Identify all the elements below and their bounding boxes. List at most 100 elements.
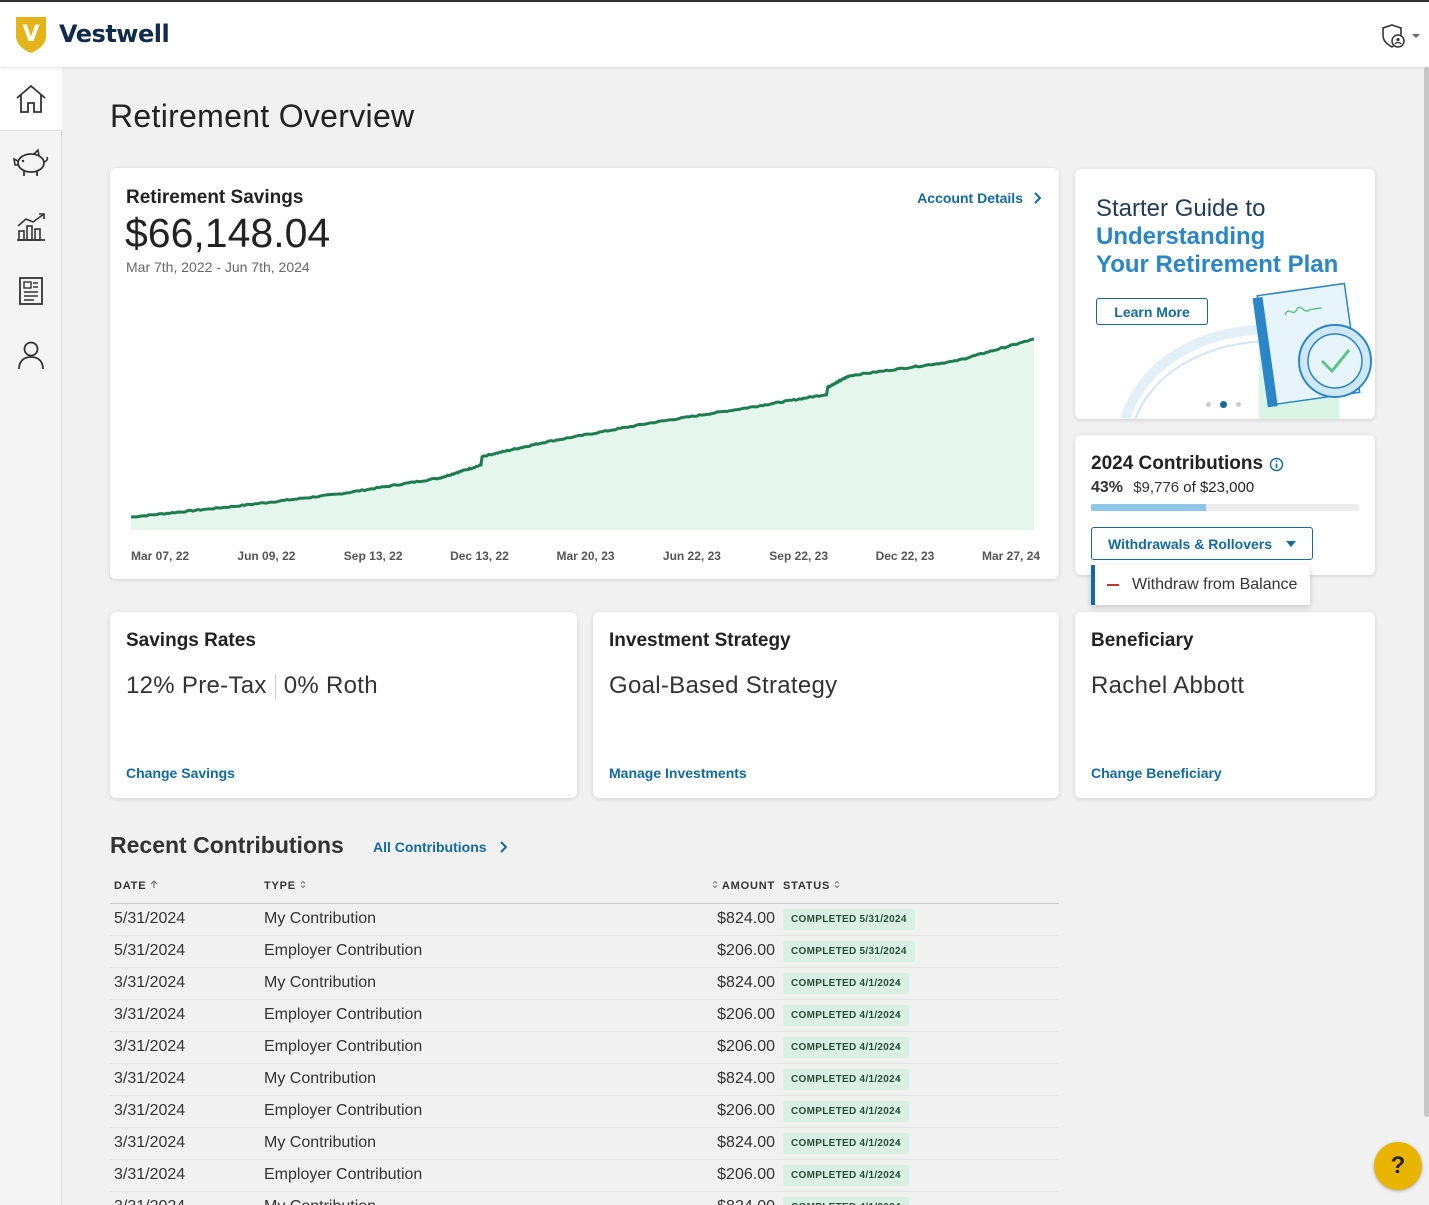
cell-status: COMPLETED 5/31/2024 [783, 909, 915, 930]
header-amount[interactable]: AMOUNT [712, 880, 775, 892]
svg-text:V: V [22, 22, 39, 47]
status-badge: COMPLETED 4/1/2024 [783, 973, 909, 994]
cell-amount: $206.00 [717, 1006, 775, 1023]
info-icon[interactable] [1269, 457, 1284, 472]
status-badge: COMPLETED 4/1/2024 [783, 1101, 909, 1122]
retirement-savings-card: Retirement Savings $66,148.04 Mar 7th, 2… [110, 168, 1059, 579]
status-badge: COMPLETED 4/1/2024 [783, 1197, 909, 1205]
cell-amount: $824.00 [717, 910, 775, 927]
status-badge: COMPLETED 5/31/2024 [783, 941, 915, 962]
x-tick-label: Dec 13, 22 [450, 549, 509, 563]
nav-profile[interactable] [0, 323, 62, 387]
table-row: 3/31/2024 Employer Contribution $206.00 COM… [110, 1160, 1059, 1192]
brand-name: Vestwell [59, 20, 170, 48]
table-row: 3/31/2024 Employer Contribution $206.00 COM… [110, 1096, 1059, 1128]
change-savings-link[interactable]: Change Savings [126, 765, 235, 781]
table-header: DATE TYPE AMOUNT STATUS [110, 874, 1059, 904]
cell-amount: $824.00 [717, 974, 775, 991]
cell-date: 3/31/2024 [114, 1198, 185, 1205]
chevron-right-icon [499, 841, 507, 853]
sort-icon [300, 880, 306, 889]
contributions-limit: $23,000 [1199, 479, 1255, 496]
cell-date: 3/31/2024 [114, 1134, 186, 1151]
carousel-dot-active[interactable] [1220, 401, 1227, 408]
investment-value: Goal-Based Strategy [609, 672, 838, 699]
learn-more-button[interactable]: Learn More [1096, 298, 1208, 325]
withdraw-from-balance-option[interactable]: Withdraw from Balance [1091, 565, 1310, 605]
main-content: Retirement Overview Retirement Savings $… [62, 67, 1429, 1205]
cell-status: COMPLETED 4/1/2024 [783, 1005, 909, 1026]
status-badge: COMPLETED 4/1/2024 [783, 1165, 909, 1186]
status-badge: COMPLETED 4/1/2024 [783, 1069, 909, 1090]
guide-heading-line3: Your Retirement Plan [1096, 251, 1339, 278]
header-date-label: DATE [114, 880, 147, 892]
contributions-progress-fill [1091, 504, 1207, 511]
cell-status: COMPLETED 4/1/2024 [783, 1165, 909, 1186]
header-date[interactable]: DATE [114, 880, 158, 892]
cell-date: 3/31/2024 [114, 1038, 186, 1055]
investment-title: Investment Strategy [609, 630, 791, 651]
page-scrollbar[interactable] [1424, 67, 1429, 1117]
header-status-label: STATUS [783, 880, 831, 892]
beneficiary-card: Beneficiary Rachel Abbott Change Benefic… [1075, 612, 1375, 798]
nav-home[interactable] [0, 67, 62, 131]
contributions-title: 2024 Contributions [1091, 453, 1264, 474]
cell-type: My Contribution [264, 974, 377, 991]
carousel-dot[interactable] [1236, 402, 1241, 407]
x-tick-label: Mar 20, 23 [557, 549, 615, 563]
sort-icon [834, 880, 840, 889]
sidebar [0, 67, 62, 1205]
chart-series-line [130, 337, 1035, 519]
guide-heading-line1: Starter Guide to [1096, 195, 1266, 222]
status-badge: COMPLETED 4/1/2024 [783, 1037, 909, 1058]
cell-status: COMPLETED 4/1/2024 [783, 1101, 909, 1122]
contributions-summary: 43% $9,776 of $23,000 [1091, 479, 1254, 497]
savings-date-range: Mar 7th, 2022 - Jun 7th, 2024 [126, 259, 310, 275]
savings-rates-card: Savings Rates 12% Pre-Tax 0% Roth Change … [110, 612, 577, 798]
nav-investments[interactable] [0, 195, 62, 259]
logo[interactable]: V Vestwell [14, 14, 170, 54]
user-icon [18, 341, 44, 370]
home-icon [16, 84, 46, 113]
guide-illustration [1120, 282, 1372, 419]
cell-date: 3/31/2024 [114, 1102, 186, 1119]
rates-divider [274, 673, 276, 700]
cell-date: 3/31/2024 [114, 1166, 186, 1183]
status-badge: COMPLETED 4/1/2024 [783, 1133, 909, 1154]
table-row: 3/31/2024 My Contribution $824.00 COMPLETED… [110, 968, 1059, 1000]
header-type[interactable]: TYPE [264, 880, 306, 892]
cell-status: COMPLETED 4/1/2024 [783, 1037, 909, 1058]
cell-status: COMPLETED 4/1/2024 [783, 973, 909, 994]
balance-chart: Mar 07, 22 Jun 09, 22 Sep 13, 22 Dec 13, 22… [130, 337, 1040, 563]
help-button[interactable]: ? [1374, 1142, 1422, 1190]
manage-investments-link[interactable]: Manage Investments [609, 765, 747, 781]
page-title: Retirement Overview [110, 98, 415, 134]
x-tick-label: Jun 09, 22 [237, 549, 295, 563]
all-contributions-label: All Contributions [373, 839, 487, 855]
cell-status: COMPLETED 5/31/2024 [783, 941, 915, 962]
table-row: 3/31/2024 Employer Contribution $206.00 COM… [110, 1032, 1059, 1064]
carousel-dot[interactable] [1206, 402, 1211, 407]
withdrawals-rollovers-button[interactable]: Withdrawals & Rollovers [1091, 527, 1313, 560]
x-tick-label: Dec 22, 23 [876, 549, 935, 563]
cell-type: Employer Contribution [264, 1166, 423, 1183]
header-status[interactable]: STATUS [783, 880, 840, 892]
nav-documents[interactable] [0, 259, 62, 323]
cell-amount: $824.00 [717, 1198, 775, 1205]
account-details-link[interactable]: Account Details [917, 190, 1041, 206]
contributions-amount: $9,776 [1133, 479, 1180, 496]
user-menu[interactable] [1379, 22, 1421, 50]
change-beneficiary-link[interactable]: Change Beneficiary [1091, 765, 1222, 781]
x-tick-label: Mar 27, 24 [982, 549, 1040, 563]
recent-contributions-title: Recent Contributions [110, 832, 344, 858]
cell-type: My Contribution [264, 1070, 377, 1087]
header-amount-label: AMOUNT [721, 880, 775, 892]
table-row: 3/31/2024 My Contribution $824.00 COMPLETED… [110, 1064, 1059, 1096]
nav-savings[interactable] [0, 131, 62, 195]
cell-status: COMPLETED 4/1/2024 [783, 1069, 909, 1090]
cell-date: 5/31/2024 [114, 942, 186, 959]
cell-type: My Contribution [264, 1134, 377, 1151]
all-contributions-link[interactable]: All Contributions [373, 839, 507, 855]
status-badge: COMPLETED 4/1/2024 [783, 1005, 909, 1026]
piggy-bank-icon [12, 148, 49, 176]
